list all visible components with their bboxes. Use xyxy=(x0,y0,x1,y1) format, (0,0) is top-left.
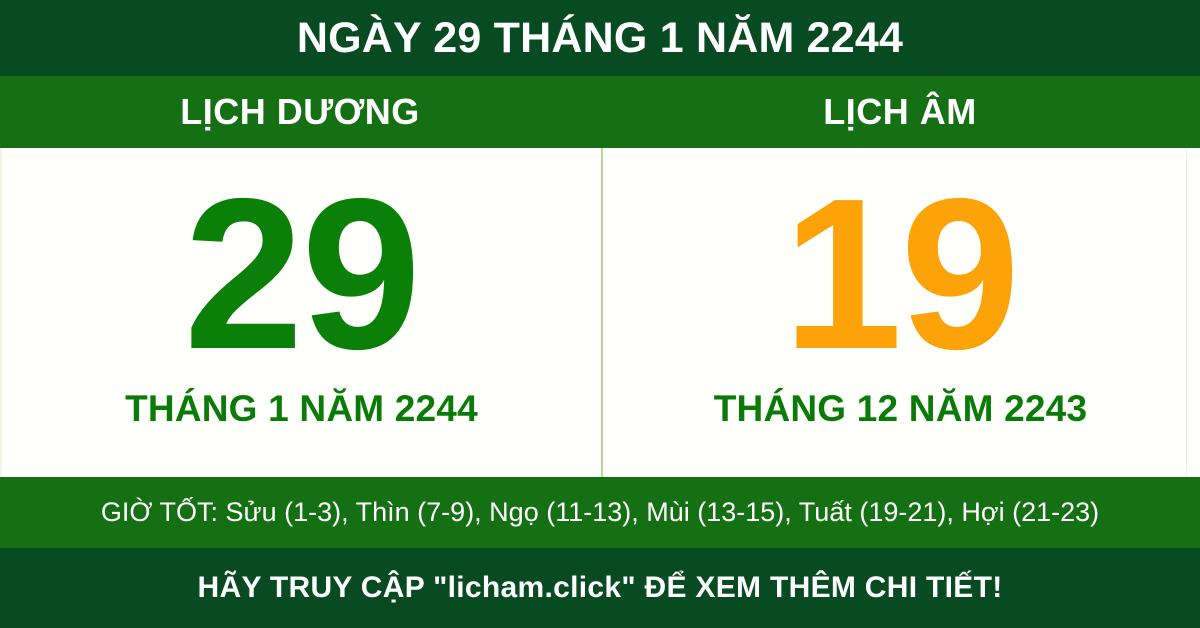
lunar-day-number: 19 xyxy=(782,152,1020,394)
calendar-headers: LỊCH DƯƠNG LỊCH ÂM xyxy=(0,76,1200,148)
lunar-month-year-label: THÁNG 12 NĂM 2243 xyxy=(713,388,1088,429)
good-hours-text: GIỜ TỐT: Sửu (1-3), Thìn (7-9), Ngọ (11-… xyxy=(100,497,1100,527)
page-title: NGÀY 29 THÁNG 1 NĂM 2244 xyxy=(296,13,904,62)
calendar-panels: 29 THÁNG 1 NĂM 2244 19 THÁNG 12 NĂM 2243 xyxy=(0,148,1200,477)
lunar-calendar-header: LỊCH ÂM xyxy=(600,76,1200,148)
lunar-calendar-header-label: LỊCH ÂM xyxy=(823,91,977,132)
cta-text: HÃY TRUY CẬP "licham.click" ĐỂ XEM THÊM … xyxy=(197,571,1003,604)
date-title-band: NGÀY 29 THÁNG 1 NĂM 2244 xyxy=(0,0,1200,76)
cta-band[interactable]: HÃY TRUY CẬP "licham.click" ĐỂ XEM THÊM … xyxy=(0,548,1200,628)
lunar-date-panel: 19 THÁNG 12 NĂM 2243 xyxy=(601,148,1200,477)
solar-month-year-label: THÁNG 1 NĂM 2244 xyxy=(125,388,478,429)
solar-calendar-header-label: LỊCH DƯƠNG xyxy=(180,91,420,132)
solar-day-number: 29 xyxy=(183,152,421,394)
good-hours-band: GIỜ TỐT: Sửu (1-3), Thìn (7-9), Ngọ (11-… xyxy=(0,477,1200,548)
solar-calendar-header: LỊCH DƯƠNG xyxy=(0,76,600,148)
panel-right-edge xyxy=(1186,148,1187,477)
panel-divider xyxy=(601,148,603,477)
solar-date-panel: 29 THÁNG 1 NĂM 2244 xyxy=(2,148,601,477)
